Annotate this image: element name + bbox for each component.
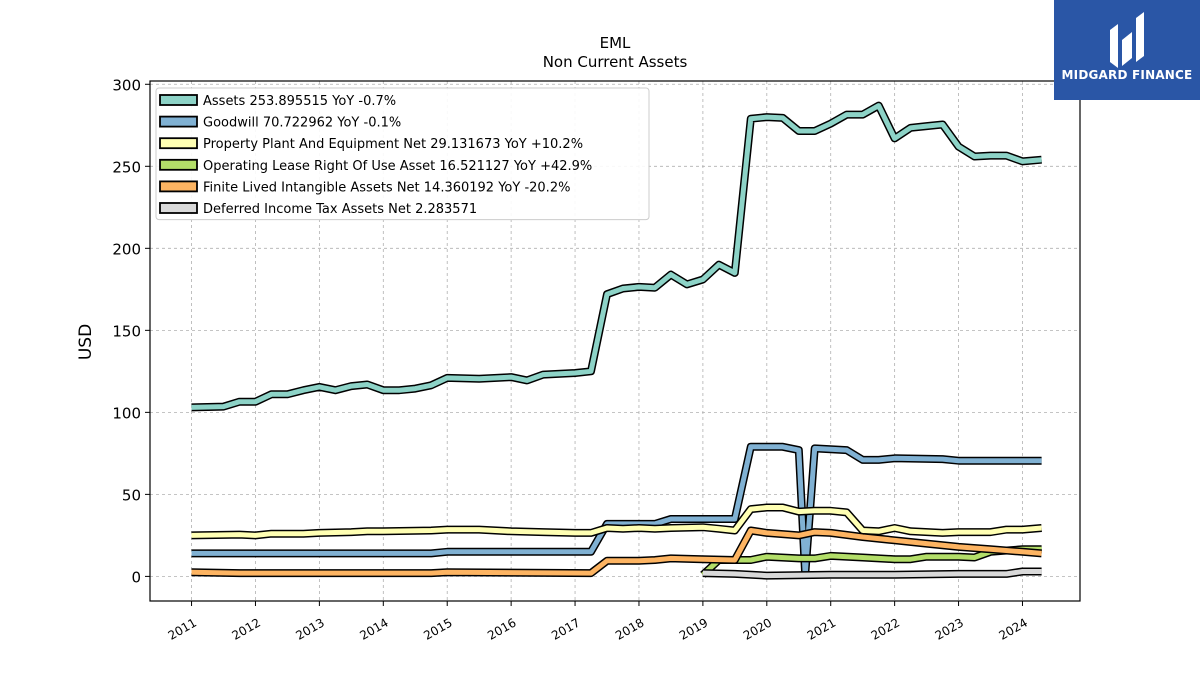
y-tick-label: 50 (122, 486, 141, 504)
y-tick-label: 150 (112, 322, 141, 340)
legend-label: Goodwill 70.722962 YoY -0.1% (203, 116, 401, 131)
y-tick-label: 100 (112, 404, 141, 422)
legend-entry: Assets 253.895515 YoY -0.7% (159, 94, 396, 109)
logo-text: MIDGARD FINANCE (1061, 68, 1193, 82)
x-tick-label: 2019 (677, 615, 710, 642)
legend-box (155, 87, 650, 221)
x-tick-label: 2024 (997, 615, 1030, 642)
x-tick-label: 2015 (421, 615, 454, 642)
y-tick-label: 250 (112, 158, 141, 176)
series-line (702, 569, 1042, 579)
x-tick-label: 2016 (485, 615, 518, 642)
legend-entry: Property Plant And Equipment Net 29.1316… (159, 137, 583, 152)
midgard-logo-icon (1110, 12, 1144, 68)
plot-frame (149, 80, 1081, 602)
series-line (191, 444, 1042, 578)
x-tick-label: 2023 (933, 615, 966, 642)
x-tick-label: 2021 (805, 615, 838, 642)
chart-subtitle: Non Current Assets (543, 53, 688, 71)
legend-swatch (159, 158, 198, 171)
legend-swatch (159, 202, 198, 214)
legend-swatch (159, 94, 198, 106)
x-tick-label: 2020 (741, 615, 774, 642)
x-tick-label: 2013 (293, 615, 326, 642)
series-0 (191, 101, 1042, 412)
series-line (191, 505, 1042, 538)
x-tick-label: 2017 (549, 615, 582, 642)
x-tick-label: 2014 (357, 615, 390, 642)
y-ticks: 0 50 100 150 200 250 300 (112, 76, 150, 586)
brand-logo: MIDGARD FINANCE (1054, 0, 1200, 100)
legend-swatch (159, 115, 198, 128)
series-3 (700, 545, 1042, 578)
legend-label: Deferred Income Tax Assets Net 2.283571 (203, 202, 477, 217)
series-5 (702, 567, 1042, 580)
x-ticks: 2011 2012 2013 2014 2015 2016 2017 2018 2019 2020… (166, 601, 1030, 643)
y-tick-label: 300 (112, 76, 141, 94)
y-tick-label: 200 (112, 240, 141, 258)
chart-title: EML (600, 34, 631, 52)
x-tick-label: 2018 (613, 615, 646, 642)
legend-label: Operating Lease Right Of Use Asset 16.52… (203, 159, 592, 174)
legend-entry: Deferred Income Tax Assets Net 2.283571 (159, 202, 477, 217)
series-1 (191, 442, 1042, 579)
series-layer (191, 101, 1042, 580)
legend-label: Finite Lived Intangible Assets Net 14.36… (203, 180, 570, 195)
legend-swatch (159, 180, 198, 193)
y-tick-label: 0 (131, 568, 141, 586)
legend-entry: Operating Lease Right Of Use Asset 16.52… (159, 158, 592, 174)
series-line (701, 546, 1042, 577)
x-tick-label: 2012 (230, 615, 263, 642)
x-tick-label: 2022 (869, 615, 902, 642)
series-2 (191, 503, 1042, 540)
legend-label: Property Plant And Equipment Net 29.1316… (203, 137, 583, 152)
grid (150, 81, 1080, 601)
legend: Assets 253.895515 YoY -0.7% Goodwill 70.7… (155, 87, 650, 221)
x-tick-label: 2011 (166, 615, 199, 642)
y-axis-label: USD (76, 324, 96, 360)
legend-entry: Goodwill 70.722962 YoY -0.1% (159, 115, 401, 131)
legend-entry: Finite Lived Intangible Assets Net 14.36… (159, 180, 570, 195)
legend-label: Assets 253.895515 YoY -0.7% (203, 94, 396, 109)
series-line (191, 103, 1042, 410)
legend-swatch (159, 137, 198, 150)
series-4 (191, 526, 1042, 578)
series-line (191, 528, 1042, 576)
